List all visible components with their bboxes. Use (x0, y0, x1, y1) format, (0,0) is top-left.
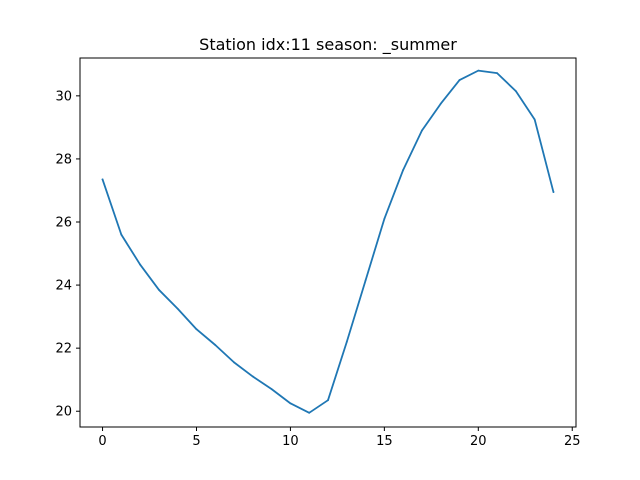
y-axis-ticks: 20 22 24 26 28 30 (55, 89, 80, 420)
data-point (139, 263, 142, 266)
x-tick-label: 20 (470, 434, 487, 449)
data-point (402, 169, 405, 171)
data-point (514, 90, 517, 93)
data-point (477, 69, 480, 72)
data-point (270, 388, 273, 391)
x-tick-label: 25 (564, 434, 581, 449)
data-point (176, 307, 179, 310)
data-point (552, 191, 555, 193)
data-point (233, 361, 235, 364)
data-point (439, 102, 442, 105)
chart-title: Station idx:11 season: _summer (199, 35, 457, 55)
data-point (289, 402, 292, 405)
plot-area (101, 69, 555, 414)
y-tick-label: 22 (55, 342, 72, 357)
data-point (458, 79, 461, 81)
data-point (120, 233, 123, 236)
x-tick-label: 15 (376, 434, 393, 449)
data-point (383, 217, 386, 220)
axes-frame (79, 57, 577, 428)
y-tick-label: 28 (55, 152, 72, 167)
data-point (195, 328, 198, 331)
data-point (101, 178, 104, 181)
data-point (158, 288, 160, 291)
data-point (533, 118, 536, 121)
data-point (308, 411, 311, 414)
data-point (345, 340, 348, 343)
data-point (327, 399, 329, 402)
data-point (496, 72, 498, 75)
y-tick-label: 26 (55, 216, 72, 231)
data-point (214, 344, 217, 346)
y-tick-label: 20 (55, 405, 72, 420)
x-axis-ticks: 0 5 10 15 20 25 (98, 427, 581, 449)
y-tick-label: 30 (55, 89, 72, 104)
x-tick-label: 10 (282, 434, 299, 449)
data-point (251, 375, 254, 378)
x-tick-label: 0 (98, 434, 106, 449)
x-tick-label: 5 (192, 434, 200, 449)
y-tick-label: 24 (55, 279, 72, 294)
data-point (364, 279, 367, 282)
data-point (421, 129, 423, 132)
